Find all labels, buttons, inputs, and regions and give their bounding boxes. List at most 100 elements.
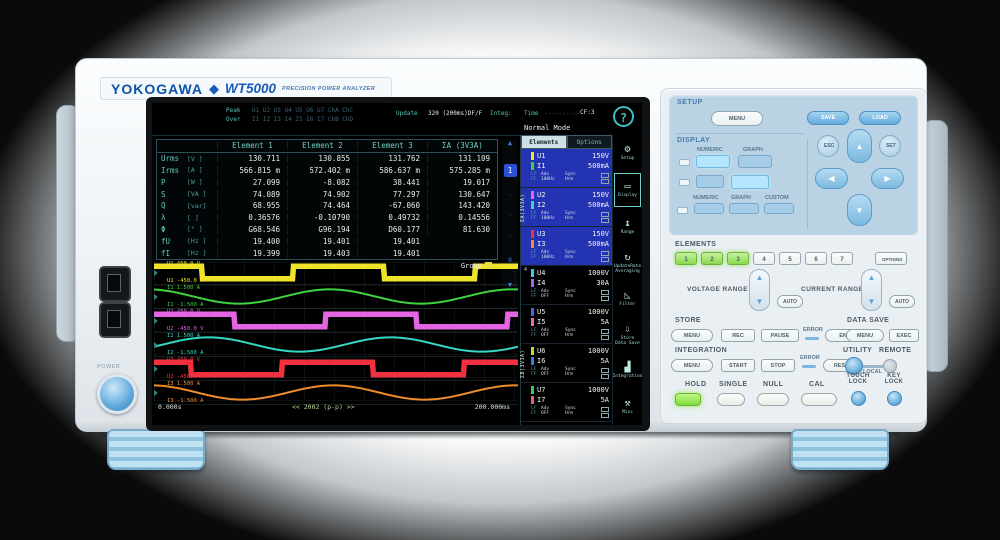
help-icon[interactable]: ? [613,106,634,127]
screen-menu-misc[interactable]: ⚒ Misc [614,391,641,423]
current-range-rocker[interactable]: ▲ ▼ [861,269,882,311]
element-entry-7[interactable]: U7 1000V I7 5A LF FF Adv OFF Sync Hrm [521,383,612,422]
screen-menu-integration[interactable]: ▟ Integration [613,355,642,387]
value-cell: 19.401 [357,248,427,258]
esc-button[interactable]: ESC [817,135,839,157]
store-pause-button[interactable]: PAUSE [761,329,799,342]
current-up-icon[interactable]: ▲ [867,273,876,282]
menu-label: Range [620,230,635,235]
channel-name: I4 [537,279,546,287]
channel-row: U6 1000V [531,346,609,356]
key-lock-button[interactable] [887,391,902,406]
usb-port-top[interactable] [99,266,131,302]
page-up-icon[interactable]: ▲ [507,139,513,147]
voltage-range-rocker[interactable]: ▲ ▼ [749,269,770,311]
single-button[interactable] [717,393,745,406]
data-save-exec-button[interactable]: EXEC [889,329,919,342]
custom-display-button[interactable] [764,203,794,214]
screen-menu-setup[interactable]: ⚙ Setup [614,137,641,169]
display-button-2b[interactable] [731,175,769,189]
model-tagline: PRECISION POWER ANALYZER [282,85,376,92]
data-save-menu-button[interactable]: MENU [846,329,884,342]
graph-display-button[interactable] [738,155,772,168]
store-error-label: ERROR [803,327,823,333]
lcd-screen[interactable]: Peak U1 U2 U3 U4 U5 U6 U7 ChA ChC Over I… [152,103,642,425]
page-dot[interactable]: · [508,191,512,199]
integration-menu-button[interactable]: MENU [671,359,713,372]
arrow-up-button[interactable]: ▲ [847,129,872,163]
element-button-6[interactable]: 6 [805,252,827,265]
screen-menu-filter[interactable]: ◺ Filter [614,283,641,315]
element-entry-5[interactable]: U5 1000V I5 5A LF FF Adv OFF Sync Hrm [521,305,612,344]
channel-color-chip [531,396,534,404]
element-button-4[interactable]: 4 [753,252,775,265]
utility-button[interactable] [845,357,863,375]
voltage-down-icon[interactable]: ▼ [755,297,764,306]
element-button-2[interactable]: 2 [701,252,723,265]
channel-settings: LF FF Adv 100Hz Sync Hrm [531,172,609,187]
sync-setting: Sync Hrm [565,406,576,416]
last-page[interactable]: 9 [508,256,512,264]
channel-range: 30A [596,279,609,287]
menu-label: Store Data Save [615,335,640,346]
element-entry-4[interactable]: 4 U4 1000V I4 30A LF FF Adv OFF Sync Hrm [521,266,612,305]
screen-menu-store-data-save[interactable]: ⇩ Store Data Save [614,319,641,351]
filter-icon: ◺ [624,290,631,301]
graph-custom-button[interactable] [729,203,759,214]
zero-marker-icon [154,270,158,276]
channel-settings: LF FF Adv OFF Sync Hrm [531,406,609,421]
element-button-7[interactable]: 7 [831,252,853,265]
graph-key-label: GRAPH [743,147,763,153]
element-entry-6[interactable]: U6 1000V I6 5A LF FF Adv OFF Sync Hrm [521,344,612,383]
touch-lock-label: TOUCH LOCK [846,373,870,385]
arrow-left-button[interactable]: ◀ [815,168,848,189]
element-button-3[interactable]: 3 [727,252,749,265]
null-button[interactable] [757,393,789,406]
touch-lock-button[interactable] [851,391,866,406]
screen-menu-display[interactable]: ▭ Display [614,173,641,207]
channel-range: 1000V [587,347,609,355]
element-entry-1[interactable]: U1 150V I1 500mA LF FF Adv 100Hz Sync Hrm [521,149,612,188]
current-auto-button[interactable]: AUTO [889,295,915,308]
store-menu-button[interactable]: MENU [671,329,713,342]
voltage-up-icon[interactable]: ▲ [755,273,764,282]
hold-button[interactable] [675,393,701,406]
channel-name: I3 [537,240,546,248]
numeric-display-button[interactable] [696,155,730,168]
set-button[interactable]: SET [879,135,901,157]
table-row: λ [ ] 0.36576 -0.10790 0.49732 0.14556 [157,212,497,224]
page-dot[interactable]: · [508,233,512,241]
graph2-key-label: GRAPH [731,195,751,201]
crest-factor: CF:3 [580,109,595,116]
options-button[interactable]: OPTIONS [875,252,907,265]
integration-stop-button[interactable]: STOP [761,359,795,372]
element-entry-3[interactable]: U3 150V I3 500mA LF FF Adv 100Hz Sync Hrm [521,227,612,266]
screen-menu-range[interactable]: ↨ Range [614,211,641,243]
power-button[interactable] [97,374,137,414]
element-channels: U2 150V I2 500mA LF FF Adv 100Hz Sync Hrm [530,188,612,226]
cal-button[interactable] [801,393,837,406]
element-button-1[interactable]: 1 [675,252,697,265]
setup-menu-button[interactable]: MENU [711,111,763,126]
tab-elements[interactable]: Elements [521,135,567,149]
arrow-right-button[interactable]: ▶ [871,168,904,189]
page-dot[interactable]: · [508,212,512,220]
channel-settings: LF FF Adv 100Hz Sync Hrm [531,211,609,226]
tab-options[interactable]: Options [566,135,612,149]
integration-start-button[interactable]: START [721,359,755,372]
store-rec-button[interactable]: REC [721,329,755,342]
save-button[interactable]: SAVE [807,111,849,125]
usb-port-bottom[interactable] [99,302,131,338]
load-button[interactable]: LOAD [859,111,901,125]
numeric-custom-button[interactable] [694,203,724,214]
voltage-auto-button[interactable]: AUTO [777,295,803,308]
element-entry-2[interactable]: U2 150V I2 500mA LF FF Adv 100Hz Sync Hrm [521,188,612,227]
channel-color-chip [531,357,534,365]
arrow-down-button[interactable]: ▼ [847,194,872,226]
page-down-icon[interactable]: ▼ [508,281,512,289]
display-button-2a[interactable] [696,175,724,188]
screen-menu-update-rate-averaging[interactable]: ↻ UpdateRate Averaging [614,247,641,279]
waveform-channel-U2: U2 450.0 V U2 -450.0 V [154,309,518,333]
current-down-icon[interactable]: ▼ [867,297,876,306]
element-button-5[interactable]: 5 [779,252,801,265]
